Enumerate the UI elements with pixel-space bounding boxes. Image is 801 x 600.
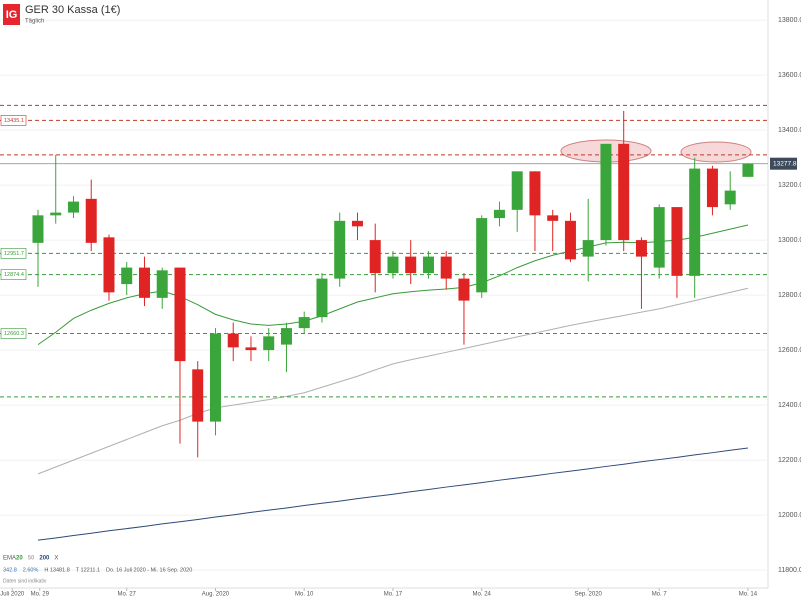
logo: IG bbox=[6, 9, 18, 21]
x-tick-label: Sep. 2020 bbox=[575, 592, 603, 598]
candle-body bbox=[121, 267, 133, 285]
x-tick-label: Mo. 27 bbox=[118, 592, 137, 598]
candle-body bbox=[32, 215, 44, 243]
candle-body bbox=[192, 369, 204, 422]
stat: 342.8 bbox=[3, 567, 17, 573]
candle-body bbox=[298, 317, 310, 329]
candle-body bbox=[529, 171, 541, 216]
stat: T 12211.1 bbox=[76, 567, 100, 573]
y-tick-label: 13400.0 bbox=[778, 127, 801, 134]
candle-body bbox=[209, 333, 221, 422]
candle-body bbox=[351, 220, 363, 227]
stat: Do. 16 Juli 2020 - Mi. 16 Sep. 2020 bbox=[106, 567, 192, 573]
y-tick-label: 12800.0 bbox=[778, 292, 801, 299]
x-tick-label: Mo. 10 bbox=[295, 592, 314, 598]
legend-entry: 50 bbox=[28, 556, 35, 562]
x-tick-label: Aug. 2020 bbox=[202, 592, 230, 598]
legend-entry: 200 bbox=[39, 556, 50, 562]
candle-body bbox=[476, 218, 488, 293]
candle-body bbox=[564, 220, 576, 260]
candle-body bbox=[618, 143, 630, 241]
plot bbox=[0, 19, 768, 571]
candle-body bbox=[689, 168, 701, 276]
ema-line bbox=[37, 287, 749, 475]
candle-body bbox=[67, 201, 79, 213]
candle-body bbox=[440, 256, 452, 279]
stat: 2.60% bbox=[23, 567, 39, 573]
candle-body bbox=[334, 220, 346, 279]
last-price-label: 13277.8 bbox=[773, 160, 797, 167]
level-label-box bbox=[0, 115, 27, 126]
x-tick-label: Mo. 29 bbox=[31, 592, 50, 598]
y-tick-label: 12600.0 bbox=[778, 347, 801, 354]
candle-body bbox=[156, 270, 168, 298]
highlight bbox=[680, 141, 752, 163]
indicator-label: EMA bbox=[3, 556, 16, 562]
candle-body bbox=[742, 163, 754, 177]
candle-body bbox=[635, 240, 647, 257]
legend-entry: 20 bbox=[16, 556, 23, 562]
level-label-box bbox=[0, 328, 27, 339]
candle-body bbox=[600, 143, 612, 241]
level-label-box bbox=[0, 248, 27, 259]
y-tick-label: 12400.0 bbox=[778, 402, 801, 409]
level-label: 12951.7 bbox=[4, 251, 24, 257]
ema-line bbox=[37, 224, 749, 346]
candle-body bbox=[706, 168, 718, 208]
candle-body bbox=[138, 267, 150, 298]
level-label: 13435.1 bbox=[4, 118, 24, 124]
y-tick-label: 13200.0 bbox=[778, 182, 801, 189]
subtitle: Täglich bbox=[25, 19, 44, 25]
candle-body bbox=[458, 278, 470, 301]
note: Daten sind indikativ bbox=[3, 578, 47, 584]
candle-body bbox=[511, 171, 523, 210]
y-tick-label: 11800.0 bbox=[778, 567, 801, 574]
candle-body bbox=[493, 209, 505, 219]
candle-body bbox=[263, 336, 275, 351]
x-tick-label: Mo. 24 bbox=[473, 592, 492, 598]
level-label: 12660.3 bbox=[4, 331, 24, 337]
candle-body bbox=[582, 240, 594, 257]
y-tick-label: 13800.0 bbox=[778, 17, 801, 24]
y-tick-label: 12000.0 bbox=[778, 512, 801, 519]
x-tick-label: Mo. 7 bbox=[652, 592, 668, 598]
candle-body bbox=[387, 256, 399, 274]
candle-body bbox=[103, 237, 115, 293]
candle-body bbox=[405, 256, 417, 274]
x-tick-label: Mo. 14 bbox=[739, 592, 758, 598]
y-tick-label: 13600.0 bbox=[778, 72, 801, 79]
x-tick-label: Juli 2020 bbox=[0, 592, 25, 598]
candle-body bbox=[671, 207, 683, 276]
candle-body bbox=[50, 212, 62, 216]
candle-body bbox=[174, 267, 186, 362]
stat: H 13481.8 bbox=[44, 567, 69, 573]
candle-body bbox=[653, 207, 665, 268]
logo-box bbox=[3, 4, 20, 25]
y-tick-label: 12200.0 bbox=[778, 457, 801, 464]
level-label: 12874.4 bbox=[4, 272, 24, 278]
level-label-box bbox=[0, 269, 27, 280]
y-tick-label: 13000.0 bbox=[778, 237, 801, 244]
legend-close: X bbox=[54, 556, 58, 562]
candle-body bbox=[245, 347, 257, 351]
candle-body bbox=[316, 278, 328, 318]
candle-body bbox=[547, 215, 559, 221]
candle-body bbox=[227, 333, 239, 348]
candle-body bbox=[85, 198, 97, 243]
ema-line bbox=[37, 447, 749, 541]
last-price-box bbox=[770, 157, 797, 170]
candle-body bbox=[369, 240, 381, 274]
candle-body bbox=[724, 190, 736, 205]
candle-body bbox=[280, 328, 292, 345]
candle-body bbox=[422, 256, 434, 274]
chart-title: GER 30 Kassa (1€) bbox=[25, 4, 120, 16]
x-tick-label: Mo. 17 bbox=[384, 592, 403, 598]
